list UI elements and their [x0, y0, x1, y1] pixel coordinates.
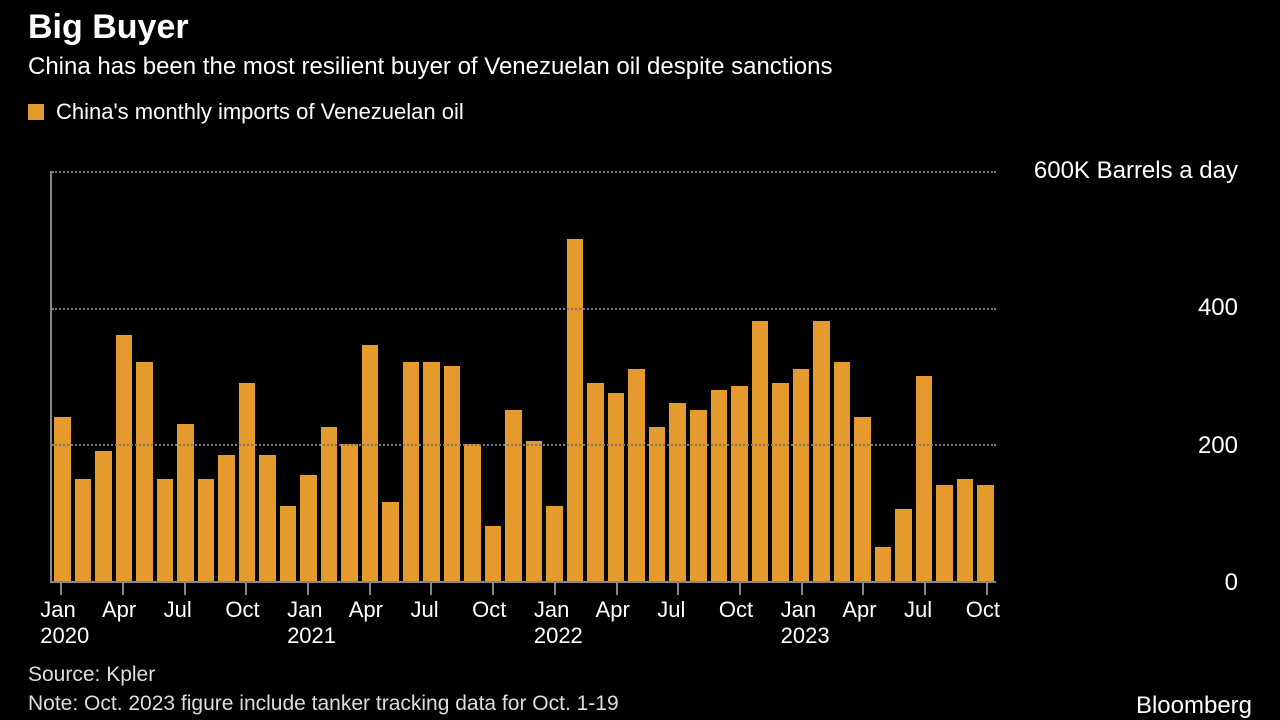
legend: China's monthly imports of Venezuelan oi…: [28, 99, 1252, 125]
x-tick: [677, 583, 679, 595]
bar: [957, 479, 974, 582]
x-tick-label: Jul: [410, 597, 438, 623]
bar: [690, 410, 707, 581]
x-tick-label: Apr: [102, 597, 136, 623]
bar: [752, 321, 769, 581]
x-tick: [307, 583, 309, 595]
chart-title: Big Buyer: [28, 8, 1252, 47]
gridline: [52, 171, 996, 173]
x-tick-label: Jan2022: [534, 597, 583, 649]
plot-region: [50, 171, 996, 583]
bar: [239, 383, 256, 581]
x-tick: [801, 583, 803, 595]
x-tick: [122, 583, 124, 595]
bar: [259, 455, 276, 581]
y-tick-label: 600K Barrels a day: [1034, 157, 1238, 185]
x-tick-label: Oct: [472, 597, 506, 623]
bar: [649, 427, 666, 581]
x-tick: [369, 583, 371, 595]
bar: [731, 386, 748, 581]
brand-label: Bloomberg: [1136, 692, 1252, 720]
note-line: Note: Oct. 2023 figure include tanker tr…: [28, 690, 619, 718]
x-tick: [739, 583, 741, 595]
x-tick: [924, 583, 926, 595]
bar: [875, 547, 892, 581]
bar: [526, 441, 543, 581]
bar: [116, 335, 133, 581]
x-tick-label: Jan2023: [781, 597, 830, 649]
x-tick-label: Jul: [904, 597, 932, 623]
y-tick-label: 200: [1198, 432, 1238, 460]
bar: [587, 383, 604, 581]
bar: [382, 502, 399, 581]
chart-subtitle: China has been the most resilient buyer …: [28, 53, 1252, 81]
y-tick-label: 400: [1198, 294, 1238, 322]
bar: [157, 479, 174, 582]
bar: [321, 427, 338, 581]
x-tick: [986, 583, 988, 595]
x-tick-label: Jan2021: [287, 597, 336, 649]
bar: [793, 369, 810, 581]
source-line: Source: Kpler: [28, 661, 619, 689]
x-tick-label: Oct: [966, 597, 1000, 623]
bar: [854, 417, 871, 581]
bar: [772, 383, 789, 581]
x-axis: Jan2020AprJulOctJan2021AprJulOctJan2022A…: [50, 583, 996, 653]
bar: [464, 444, 481, 581]
x-tick-label: Oct: [225, 597, 259, 623]
bar: [280, 506, 297, 581]
chart-footer: Source: Kpler Note: Oct. 2023 figure inc…: [28, 661, 619, 718]
y-tick-label: 0: [1225, 569, 1238, 597]
bar: [505, 410, 522, 581]
x-tick: [430, 583, 432, 595]
bar: [218, 455, 235, 581]
bar: [362, 345, 379, 581]
bar: [75, 479, 92, 582]
bar: [711, 390, 728, 581]
bar: [895, 509, 912, 581]
x-tick-label: Jan2020: [40, 597, 89, 649]
bar: [177, 424, 194, 581]
x-tick-label: Apr: [596, 597, 630, 623]
x-tick: [616, 583, 618, 595]
legend-swatch: [28, 104, 44, 120]
x-tick: [554, 583, 556, 595]
x-tick-label: Jul: [657, 597, 685, 623]
bar: [813, 321, 830, 581]
bar: [608, 393, 625, 581]
x-tick: [245, 583, 247, 595]
x-tick-label: Oct: [719, 597, 753, 623]
bar: [916, 376, 933, 581]
bar: [423, 362, 440, 581]
bar: [628, 369, 645, 581]
x-tick: [60, 583, 62, 595]
x-tick: [184, 583, 186, 595]
bar: [403, 362, 420, 581]
x-tick-label: Apr: [349, 597, 383, 623]
bar: [341, 444, 358, 581]
x-tick-label: Apr: [842, 597, 876, 623]
x-tick: [862, 583, 864, 595]
bar: [834, 362, 851, 581]
bar: [136, 362, 153, 581]
bar: [444, 366, 461, 581]
bars-container: [52, 171, 996, 581]
x-tick: [492, 583, 494, 595]
gridline: [52, 444, 996, 446]
bar: [300, 475, 317, 581]
bar: [546, 506, 563, 581]
x-tick-label: Jul: [164, 597, 192, 623]
legend-label: China's monthly imports of Venezuelan oi…: [56, 99, 464, 125]
gridline: [52, 308, 996, 310]
bar: [567, 239, 584, 581]
bar: [485, 526, 502, 581]
bar: [669, 403, 686, 581]
bar: [95, 451, 112, 581]
bar: [54, 417, 71, 581]
bar: [198, 479, 215, 582]
bar: [936, 485, 953, 581]
chart-area: Jan2020AprJulOctJan2021AprJulOctJan2022A…: [28, 143, 1252, 583]
bar: [977, 485, 994, 581]
